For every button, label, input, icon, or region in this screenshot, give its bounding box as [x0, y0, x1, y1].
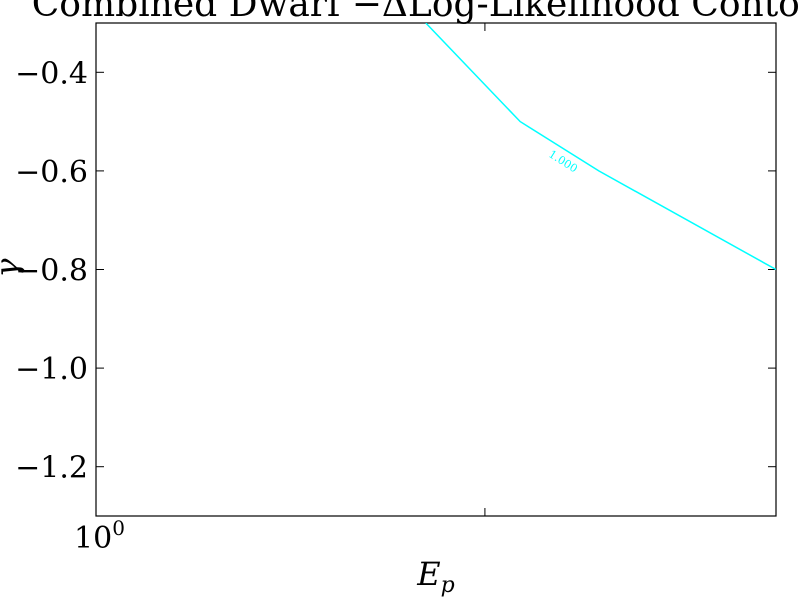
- chart-title: Combined Dwarf −ΔLog-Likelihood Contour: [32, 0, 800, 25]
- x-axis-label: Ep: [416, 555, 454, 598]
- y-tick-label: −0.4: [15, 56, 88, 91]
- x-tick-label-base: 10: [74, 521, 112, 556]
- x-axis-ticks: 100: [74, 23, 486, 556]
- x-tick-label: 100: [74, 516, 125, 556]
- contour-label-background: [543, 144, 583, 178]
- x-tick-label-exponent: 0: [112, 516, 125, 540]
- y-tick-label: −0.6: [15, 155, 88, 190]
- y-tick-label: −1.0: [15, 352, 88, 387]
- y-axis-label: γ: [0, 258, 26, 278]
- contour-line: [425, 23, 776, 271]
- y-tick-label: −0.8: [15, 254, 88, 289]
- y-axis-ticks: −0.4 −0.6 −0.8 −1.0 −1.2: [15, 56, 776, 486]
- y-tick-label: −1.2: [15, 451, 88, 486]
- x-axis-label-main: E: [416, 555, 440, 593]
- plot-frame: [95, 22, 777, 517]
- x-axis-label-subscript: p: [441, 573, 455, 598]
